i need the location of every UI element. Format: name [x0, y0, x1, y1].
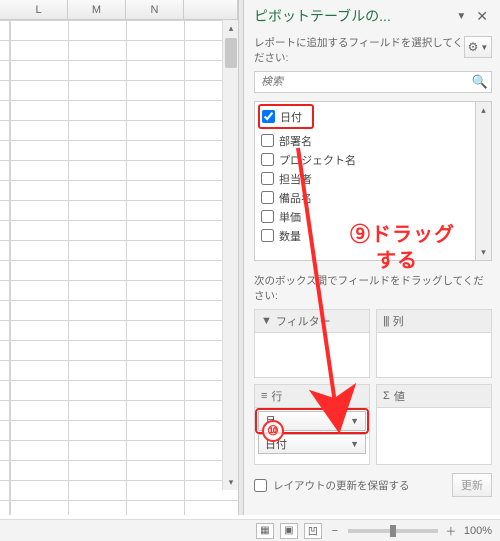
annotation-highlight-box: 日付 [258, 104, 314, 129]
row-chip-month[interactable]: 月 ▼ [258, 411, 366, 431]
pivot-table-fields-pane: ピボットテーブルの... ▼ ✕ レポートに追加するフィールドを選択してください… [244, 0, 500, 515]
zoom-in-button[interactable]: ＋ [444, 523, 458, 539]
field-checkbox[interactable] [261, 210, 274, 223]
field-checkbox[interactable] [261, 172, 274, 185]
field-label: プロジェクト名 [279, 152, 356, 168]
columns-icon: ||| [383, 315, 389, 327]
scroll-up-arrow[interactable]: ▴ [476, 102, 491, 118]
field-item-date[interactable]: 日付 [262, 107, 302, 126]
sheet-vertical-scrollbar[interactable]: ▴ ▾ [222, 20, 238, 490]
view-page-break-icon[interactable]: 凹 [304, 523, 322, 539]
field-checkbox[interactable] [261, 229, 274, 242]
field-item[interactable]: プロジェクト名 [261, 150, 469, 169]
defer-layout-checkbox[interactable] [254, 479, 267, 492]
zoom-out-button[interactable]: − [328, 525, 342, 537]
field-list[interactable]: 日付 部署名 プロジェクト名 担当者 備品名 [254, 101, 476, 261]
defer-layout-label: レイアウトの更新を保留する [273, 478, 446, 493]
col-header[interactable]: L [10, 0, 68, 19]
field-list-scrollbar[interactable]: ▴ ▾ [476, 101, 492, 261]
chevron-down-icon[interactable]: ▼ [350, 416, 359, 426]
field-label: 単価 [279, 209, 301, 225]
gear-icon: ⚙ [468, 40, 479, 54]
field-label: 備品名 [279, 190, 312, 206]
view-page-layout-icon[interactable]: ▣ [280, 523, 298, 539]
field-item[interactable]: 部署名 [261, 131, 469, 150]
search-input[interactable] [255, 72, 469, 92]
field-checkbox[interactable] [262, 110, 275, 123]
filter-icon: ▼ [261, 315, 272, 327]
view-normal-icon[interactable]: ▦ [256, 523, 274, 539]
field-item[interactable]: 単価 [261, 207, 469, 226]
pane-options-dropdown[interactable]: ▼ [456, 11, 466, 22]
row-chip-date[interactable]: 日付 ▼ [258, 434, 366, 454]
values-drop-area[interactable]: Σ値 [376, 384, 492, 465]
field-checkbox[interactable] [261, 134, 274, 147]
field-label: 数量 [279, 228, 301, 244]
field-label: 部署名 [279, 133, 312, 149]
cell-grid[interactable] [0, 20, 238, 515]
pane-title: ピボットテーブルの... [254, 6, 450, 26]
field-item[interactable]: 備品名 [261, 188, 469, 207]
search-icon[interactable]: 🔍 [469, 72, 491, 92]
scroll-up-arrow[interactable]: ▴ [223, 20, 239, 36]
filters-drop-area[interactable]: ▼フィルター [254, 309, 370, 378]
zoom-level[interactable]: 100% [464, 525, 492, 537]
field-checkbox[interactable] [261, 191, 274, 204]
zoom-handle[interactable] [390, 525, 396, 537]
field-list-settings-button[interactable]: ⚙ ▼ [464, 36, 492, 58]
chevron-down-icon: ▼ [480, 43, 488, 52]
update-button[interactable]: 更新 [452, 473, 492, 497]
scroll-down-arrow[interactable]: ▾ [223, 474, 239, 490]
field-item[interactable]: 数量 [261, 226, 469, 245]
rows-icon: ≡ [261, 390, 267, 402]
field-label: 担当者 [279, 171, 312, 187]
spreadsheet-area[interactable]: L M N ▴ ▾ [0, 0, 238, 515]
field-checkbox[interactable] [261, 153, 274, 166]
col-header[interactable]: N [126, 0, 184, 19]
rows-drop-area[interactable]: ≡行 月 ▼ 日付 ▼ [254, 384, 370, 465]
column-headers: L M N [0, 0, 238, 20]
close-icon[interactable]: ✕ [472, 8, 492, 25]
scroll-down-arrow[interactable]: ▾ [476, 244, 491, 260]
field-search-box[interactable]: 🔍 [254, 71, 492, 93]
field-label: 日付 [280, 109, 302, 125]
field-item[interactable]: 担当者 [261, 169, 469, 188]
col-header[interactable]: M [68, 0, 126, 19]
zoom-slider[interactable] [348, 529, 438, 533]
chevron-down-icon[interactable]: ▼ [350, 439, 359, 449]
columns-drop-area[interactable]: |||列 [376, 309, 492, 378]
values-icon: Σ [383, 390, 390, 402]
drag-instruction: 次のボックス間でフィールドをドラッグしてください: [254, 273, 492, 303]
scroll-thumb[interactable] [225, 38, 237, 68]
pane-subtitle: レポートに追加するフィールドを選択してください: [254, 36, 464, 65]
status-bar: ▦ ▣ 凹 − ＋ 100% [0, 519, 500, 541]
